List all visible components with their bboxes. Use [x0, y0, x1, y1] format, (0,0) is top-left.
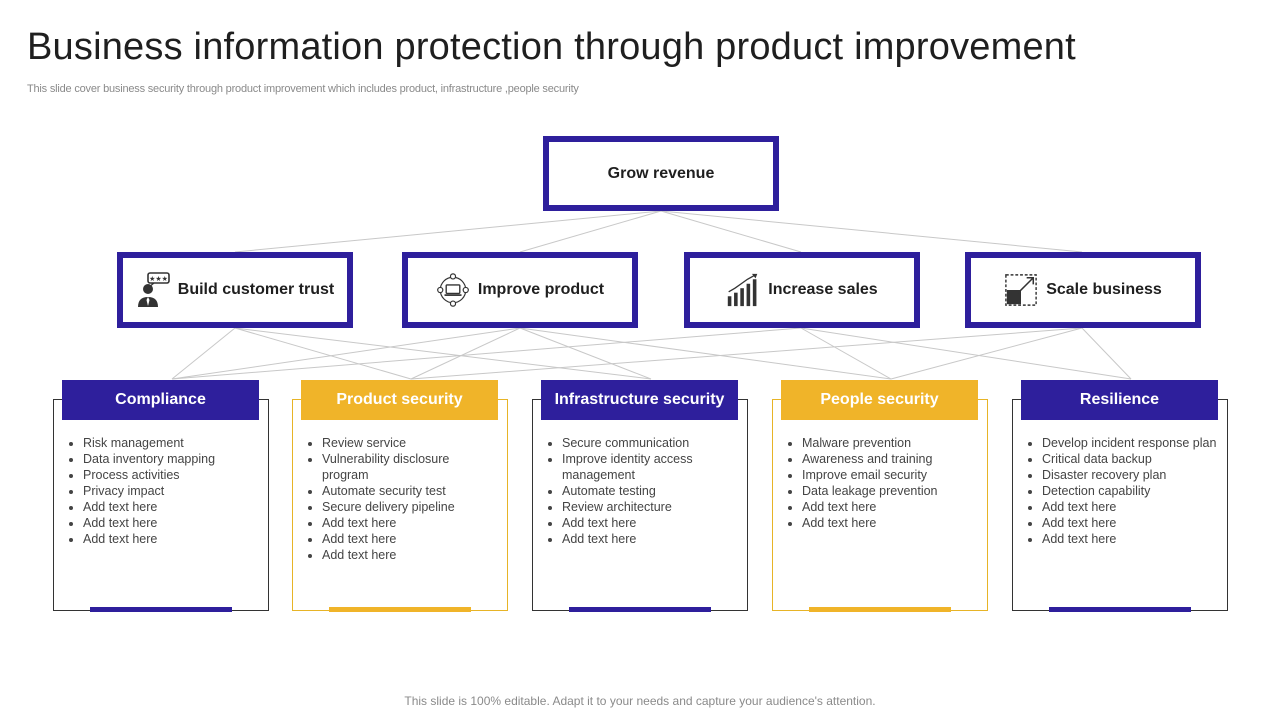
connector-root-goal-4 — [660, 210, 1083, 253]
connector-goal-3-people — [800, 327, 892, 380]
pillar-header: Infrastructure security — [541, 380, 738, 420]
svg-text:★★★: ★★★ — [149, 275, 168, 283]
pillar-list-item: Add text here — [1042, 499, 1219, 515]
pillar-header: Resilience — [1021, 380, 1218, 420]
goal-label: Build customer trust — [177, 281, 335, 298]
pillar-card-resilience: Resilience Develop incident response pla… — [1012, 380, 1228, 612]
goal-label: Scale business — [1046, 281, 1162, 298]
goal-label: Increase sales — [768, 281, 878, 298]
connector-goal-1-infra — [234, 327, 652, 380]
connector-root-goal-3 — [660, 210, 802, 253]
pillar-accent-bar — [90, 607, 232, 612]
pillar-header: People security — [781, 380, 978, 420]
growth-bars-icon — [726, 271, 760, 309]
pillar-list-item: Develop incident response plan — [1042, 435, 1219, 451]
pillar-list-item: Add text here — [322, 515, 499, 531]
customer-review-icon: ★★★ — [136, 271, 170, 309]
pillar-list-item: Automate testing — [562, 483, 739, 499]
pillar-header: Compliance — [62, 380, 259, 420]
pillar-card-compliance: Compliance Risk managementData inventory… — [53, 380, 269, 612]
pillar-list-item: Detection capability — [1042, 483, 1219, 499]
connector-goal-4-people — [890, 327, 1083, 380]
connector-goal-3-resilience — [800, 327, 1132, 380]
pillar-card-infrastructure-security: Infrastructure security Secure communica… — [532, 380, 748, 612]
goal-box-improve-product: Improve product — [402, 252, 638, 328]
pillar-list-item: Secure communication — [562, 435, 739, 451]
pillar-list-item: Critical data backup — [1042, 451, 1219, 467]
goal-box-increase-sales: Increase sales — [684, 252, 920, 328]
connector-goal-4-resilience — [1081, 327, 1132, 380]
pillar-list-item: Improve identity access management — [562, 451, 739, 483]
pillar-list-item: Improve email security — [802, 467, 979, 483]
pillar-list-item: Add text here — [83, 531, 260, 547]
root-goal-box: Grow revenue — [543, 136, 779, 211]
connector-root-goal-2 — [519, 210, 662, 253]
pillar-list-item: Disaster recovery plan — [1042, 467, 1219, 483]
pillar-item-list: Review serviceVulnerability disclosure p… — [303, 435, 499, 563]
pillar-card-people-security: People security Malware preventionAwaren… — [772, 380, 988, 612]
connector-goal-2-product — [410, 327, 521, 380]
pillar-list-item: Add text here — [1042, 531, 1219, 547]
root-goal-label: Grow revenue — [607, 164, 715, 182]
pillar-list-item: Review architecture — [562, 499, 739, 515]
pillar-list-item: Add text here — [83, 515, 260, 531]
pillar-accent-bar — [809, 607, 951, 612]
product-network-icon — [436, 271, 470, 309]
pillar-list-item: Automate security test — [322, 483, 499, 499]
pillar-item-list: Develop incident response planCritical d… — [1023, 435, 1219, 547]
pillar-accent-bar — [329, 607, 471, 612]
connector-goal-4-product — [410, 327, 1083, 380]
connector-goal-2-infra — [519, 327, 652, 380]
pillar-list-item: Risk management — [83, 435, 260, 451]
pillar-item-list: Malware preventionAwareness and training… — [783, 435, 979, 531]
pillar-list-item: Vulnerability disclosure program — [322, 451, 499, 483]
pillar-list-item: Malware prevention — [802, 435, 979, 451]
pillar-list-item: Add text here — [802, 515, 979, 531]
pillar-list-item: Review service — [322, 435, 499, 451]
connector-goal-2-compliance — [171, 327, 521, 380]
pillar-list-item: Data leakage prevention — [802, 483, 979, 499]
scale-expand-icon — [1004, 271, 1038, 309]
pillar-list-item: Add text here — [802, 499, 979, 515]
pillar-list-item: Add text here — [83, 499, 260, 515]
pillar-list-item: Awareness and training — [802, 451, 979, 467]
footer-note: This slide is 100% editable. Adapt it to… — [404, 694, 876, 708]
connector-goal-1-compliance — [171, 327, 236, 380]
pillar-list-item: Privacy impact — [83, 483, 260, 499]
page-title: Business information protection through … — [27, 26, 1076, 68]
connector-root-goal-1 — [234, 210, 662, 253]
connector-goal-1-product — [234, 327, 412, 380]
connector-goal-3-compliance — [171, 327, 802, 380]
pillar-list-item: Add text here — [322, 531, 499, 547]
pillar-item-list: Risk managementData inventory mappingPro… — [64, 435, 260, 547]
pillar-list-item: Secure delivery pipeline — [322, 499, 499, 515]
pillar-header: Product security — [301, 380, 498, 420]
connector-goal-2-people — [519, 327, 892, 380]
goal-box-build-customer-trust: ★★★ Build customer trust — [117, 252, 353, 328]
goal-box-scale-business: Scale business — [965, 252, 1201, 328]
pillar-item-list: Secure communicationImprove identity acc… — [543, 435, 739, 547]
pillar-list-item: Add text here — [562, 515, 739, 531]
pillar-list-item: Add text here — [322, 547, 499, 563]
page-subtitle: This slide cover business security throu… — [27, 83, 579, 95]
pillar-list-item: Process activities — [83, 467, 260, 483]
pillar-accent-bar — [569, 607, 711, 612]
pillar-list-item: Add text here — [562, 531, 739, 547]
pillar-card-product-security: Product security Review serviceVulnerabi… — [292, 380, 508, 612]
pillar-accent-bar — [1049, 607, 1191, 612]
pillar-list-item: Add text here — [1042, 515, 1219, 531]
goal-label: Improve product — [477, 281, 605, 298]
pillar-list-item: Data inventory mapping — [83, 451, 260, 467]
